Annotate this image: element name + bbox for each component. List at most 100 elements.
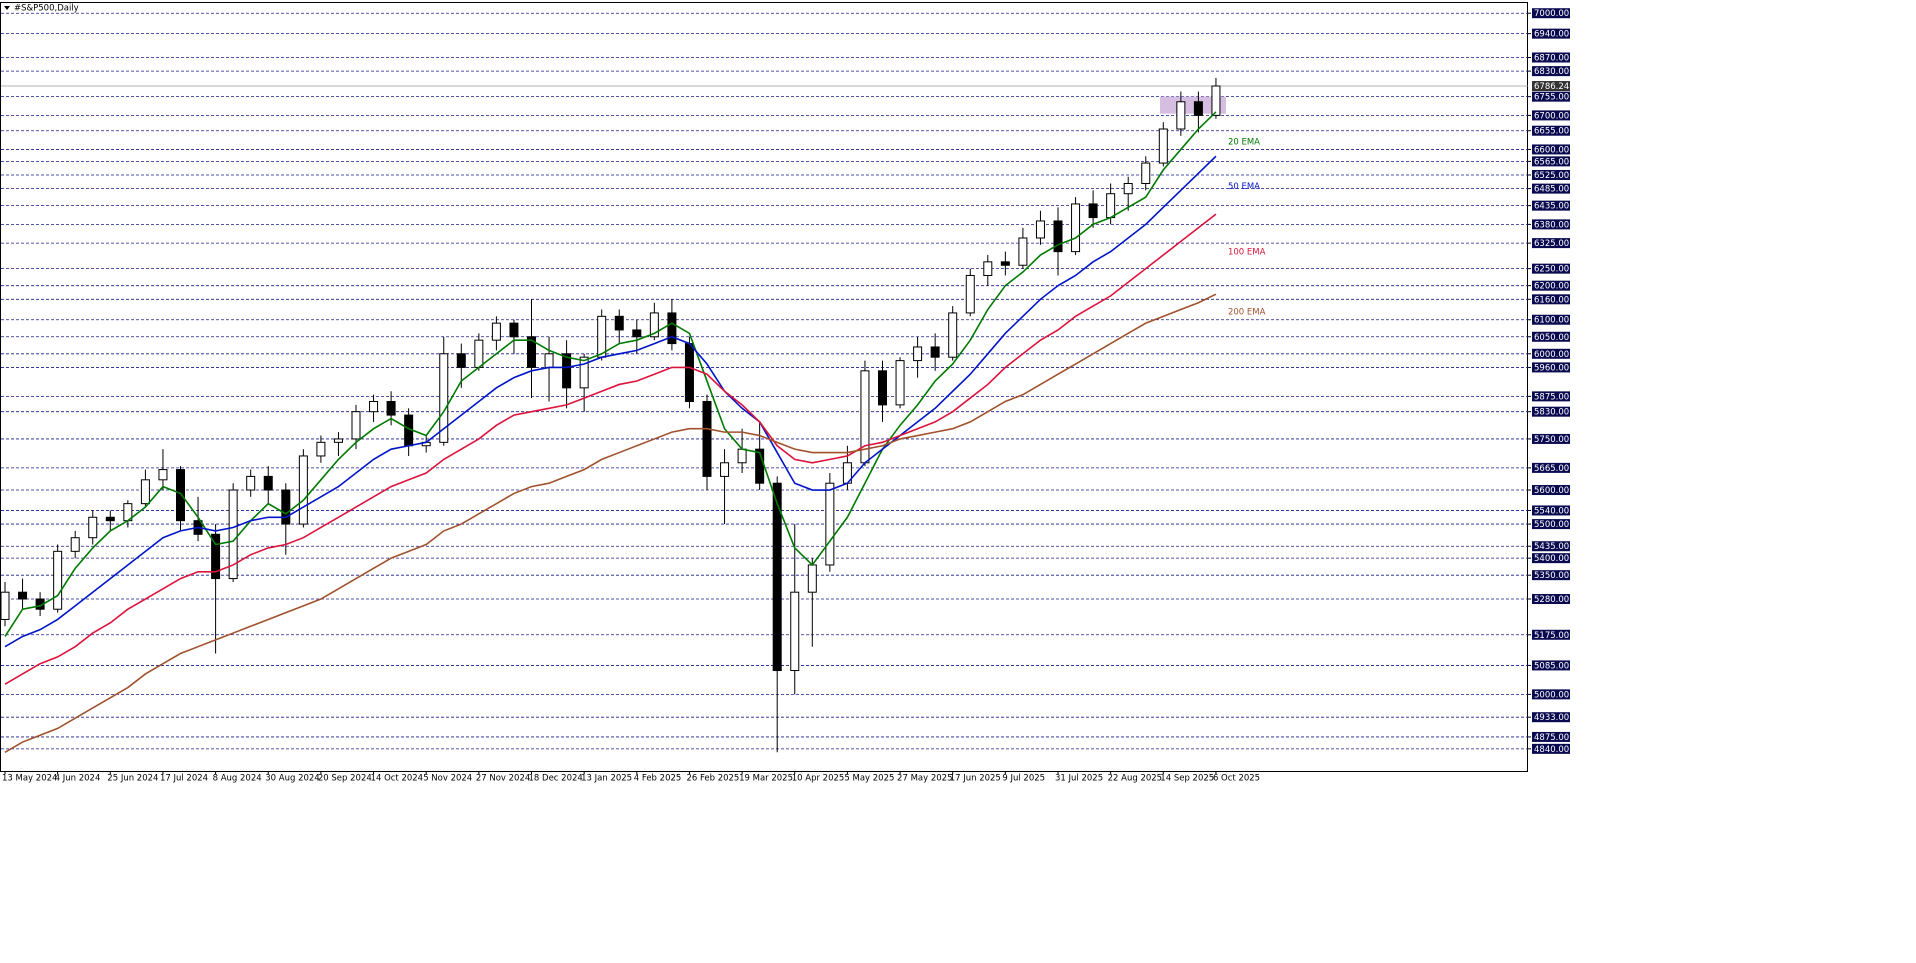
y-tick-box [1532,91,1570,102]
x-tick-label: 4 Jun 2024 [55,774,101,784]
y-tick-box [1532,660,1570,671]
y-tick-label: 6200.00 [1534,282,1569,292]
y-tick-label: 5400.00 [1534,554,1569,564]
y-tick-box [1532,183,1570,194]
y-tick-label: 6100.00 [1534,316,1569,326]
candle-body [1000,261,1010,266]
x-tick-label: 19 Mar 2025 [739,774,793,784]
y-tick-label: 5500.00 [1534,520,1569,530]
candle-body [298,455,308,525]
y-tick-box [1532,391,1570,402]
x-tick-label: 8 Aug 2024 [213,774,262,784]
y-tick-box [1532,263,1570,274]
y-tick-label: 6940.00 [1534,30,1569,40]
y-tick-label: 5350.00 [1534,571,1569,581]
y-tick-label: 6485.00 [1534,185,1569,195]
candle-body [351,411,361,440]
y-tick-box [1532,52,1570,63]
y-tick-label: 6325.00 [1534,239,1569,249]
y-tick-box [1532,28,1570,39]
candle-body [509,322,519,338]
candle-body [0,591,10,620]
last-price-box [1532,81,1570,92]
ema-label: 20 EMA [1228,137,1260,147]
candle-body [1176,101,1186,130]
candle-body [176,469,185,522]
y-tick-box [1532,712,1570,723]
y-tick-label: 6755.00 [1534,93,1569,103]
y-tick-box [1532,731,1570,742]
y-tick-label: 6830.00 [1534,67,1569,77]
candle-body [1071,203,1081,253]
y-tick-box [1532,144,1570,155]
x-tick-label: 5 Nov 2024 [423,774,472,784]
ema-label: 200 EMA [1228,308,1266,318]
y-tick-label: 5000.00 [1534,690,1569,700]
candle-body [720,462,730,477]
y-tick-label: 6565.00 [1534,157,1569,167]
candle-body [491,322,501,341]
y-tick-label: 5175.00 [1534,631,1569,641]
y-tick-box [1532,519,1570,530]
candle-body [807,564,817,593]
x-tick-label: 14 Sep 2025 [1160,774,1214,784]
y-tick-box [1532,280,1570,291]
candle-body [70,537,80,552]
candle-body [263,475,273,491]
x-tick-label: 27 May 2025 [897,774,952,784]
ema-label: 100 EMA [1228,248,1266,258]
x-tick-label: 31 Jul 2025 [1055,774,1103,784]
y-tick-box [1532,541,1570,552]
candle-body [228,489,238,580]
y-tick-label: 5750.00 [1534,435,1569,445]
candle-body [439,353,449,443]
candle-body [772,482,782,672]
candle-body [1211,85,1221,116]
y-tick-box [1532,743,1570,754]
x-tick-label: 5 May 2025 [844,774,894,784]
y-tick-label: 5830.00 [1534,408,1569,418]
candle-body [878,370,887,406]
candle-body [597,315,607,358]
candle-body [386,400,396,416]
y-tick-label: 6380.00 [1534,220,1569,230]
candle-body [158,469,168,481]
chart-title: #S&P500,Daily [14,4,79,14]
y-tick-box [1532,314,1570,325]
candle-body [53,550,63,610]
y-tick-label: 6435.00 [1534,202,1569,212]
ema-label: 50 EMA [1228,182,1260,192]
candle-body [316,441,326,457]
candle-body [1035,220,1045,239]
candle-body [1018,237,1028,266]
candle-body [632,329,642,338]
candle-body [965,274,975,314]
candle-body [1088,203,1098,219]
y-tick-box [1532,570,1570,581]
x-tick-label: 14 Oct 2024 [371,774,424,784]
y-tick-label: 5665.00 [1534,464,1569,474]
y-tick-box [1532,238,1570,249]
x-tick-label: 6 Oct 2025 [1213,774,1260,784]
y-tick-label: 7000.00 [1534,9,1569,19]
candle-body [667,312,677,345]
candle-body [649,312,659,338]
y-tick-label: 4933.00 [1534,713,1569,723]
y-tick-box [1532,594,1570,605]
candle-body [614,315,624,331]
candle-body [562,353,572,389]
plot-frame [0,2,1528,772]
last-price-label: 6786.24 [1534,82,1569,92]
ema-line [4,293,1217,753]
x-tick-label: 13 May 2024 [2,774,57,784]
menu-icon [4,6,10,10]
y-tick-box [1532,169,1570,180]
y-tick-label: 6600.00 [1534,145,1569,155]
y-tick-box [1532,110,1570,121]
candle-body [18,591,28,600]
candle-body [702,400,712,477]
y-tick-label: 5435.00 [1534,542,1569,552]
candle-body [1106,193,1116,219]
candle-body [1053,220,1063,253]
